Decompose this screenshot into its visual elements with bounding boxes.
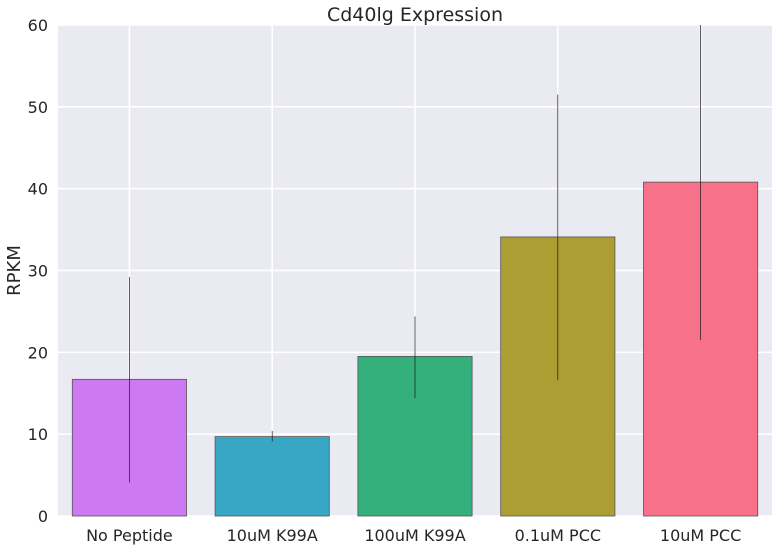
y-tick-label: 30 bbox=[28, 262, 48, 281]
x-tick-label: 100uM K99A bbox=[364, 526, 465, 545]
error-bars bbox=[129, 25, 701, 483]
x-tick-label: 0.1uM PCC bbox=[515, 526, 601, 545]
x-tick-label: 10uM K99A bbox=[227, 526, 318, 545]
y-tick-label: 40 bbox=[28, 180, 48, 199]
x-tick-label: 10uM PCC bbox=[660, 526, 741, 545]
y-tick-label: 10 bbox=[28, 425, 48, 444]
x-axis-ticks: No Peptide 10uM K99A 100uM K99A 0.1uM PCC 10… bbox=[86, 526, 741, 545]
x-tick-label: No Peptide bbox=[86, 526, 173, 545]
chart-title: Cd40lg Expression bbox=[327, 4, 503, 26]
y-tick-label: 60 bbox=[28, 16, 48, 35]
y-axis-ticks: 0 10 20 30 40 50 60 bbox=[28, 16, 48, 526]
y-tick-label: 0 bbox=[38, 507, 48, 526]
y-tick-label: 20 bbox=[28, 343, 48, 362]
y-axis-label: RPKM bbox=[4, 245, 25, 296]
bar bbox=[214, 436, 330, 517]
y-tick-label: 50 bbox=[28, 98, 48, 117]
